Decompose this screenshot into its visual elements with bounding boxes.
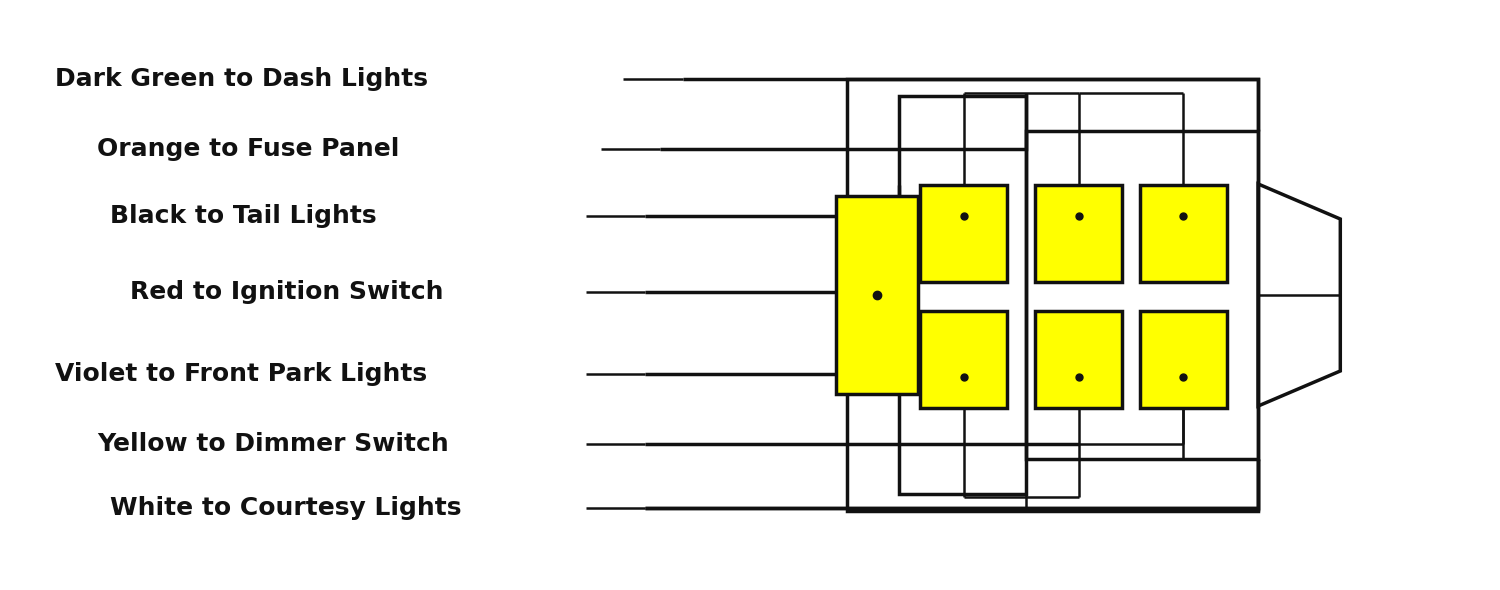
Bar [1140,185,1227,282]
Bar [1035,185,1122,282]
Bar [1026,132,1258,458]
Bar [847,78,1258,512]
Text: Violet to Front Park Lights: Violet to Front Park Lights [56,362,427,386]
Text: Black to Tail Lights: Black to Tail Lights [111,204,376,228]
Bar [921,185,1007,282]
Bar [1035,311,1122,408]
Text: Orange to Fuse Panel: Orange to Fuse Panel [98,137,399,161]
Bar [1140,311,1227,408]
Bar [836,196,918,394]
Text: White to Courtesy Lights: White to Courtesy Lights [111,496,462,520]
Text: Red to Ignition Switch: Red to Ignition Switch [130,280,444,304]
Text: Dark Green to Dash Lights: Dark Green to Dash Lights [56,67,427,91]
Bar [921,311,1007,408]
Bar [900,96,1026,494]
Text: Yellow to Dimmer Switch: Yellow to Dimmer Switch [98,432,448,456]
